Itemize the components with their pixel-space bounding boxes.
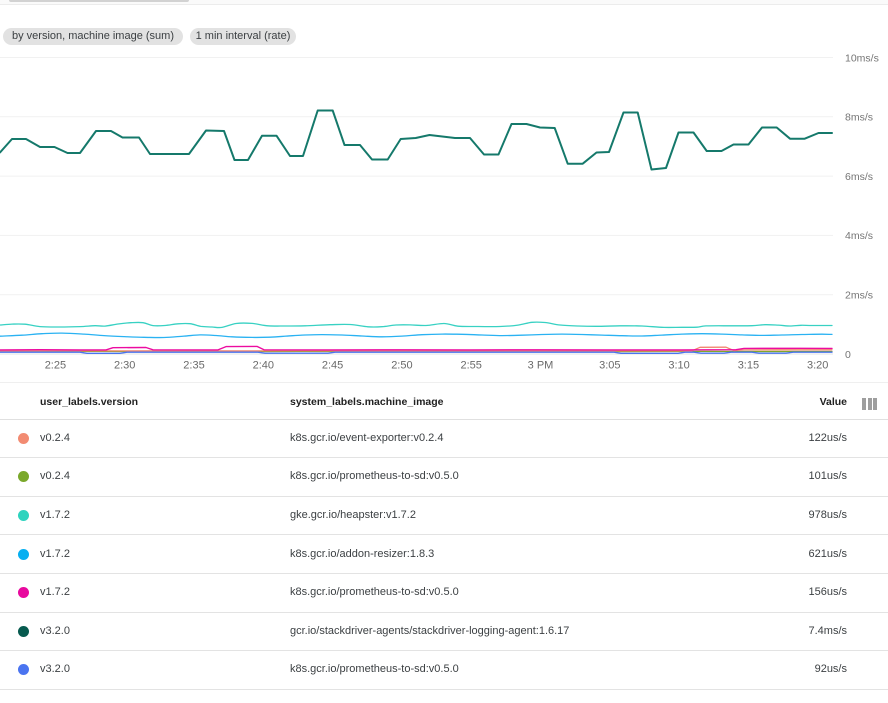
svg-text:2:40: 2:40 xyxy=(253,360,274,372)
svg-text:3 PM: 3 PM xyxy=(528,360,554,372)
svg-text:2:50: 2:50 xyxy=(391,360,412,372)
svg-text:6ms/s: 6ms/s xyxy=(845,171,873,183)
svg-text:2ms/s: 2ms/s xyxy=(845,290,873,302)
svg-text:2:55: 2:55 xyxy=(460,360,481,372)
svg-text:8ms/s: 8ms/s xyxy=(845,112,873,124)
svg-text:10ms/s: 10ms/s xyxy=(845,52,879,64)
svg-text:2:25: 2:25 xyxy=(45,360,66,372)
svg-text:3:10: 3:10 xyxy=(668,360,689,372)
svg-text:3:15: 3:15 xyxy=(738,360,759,372)
svg-text:2:45: 2:45 xyxy=(322,360,343,372)
svg-text:4ms/s: 4ms/s xyxy=(845,230,873,242)
svg-text:2:35: 2:35 xyxy=(183,360,204,372)
svg-text:3:20: 3:20 xyxy=(807,360,828,372)
svg-text:2:30: 2:30 xyxy=(114,360,135,372)
svg-text:3:05: 3:05 xyxy=(599,360,620,372)
svg-text:0: 0 xyxy=(845,349,851,361)
